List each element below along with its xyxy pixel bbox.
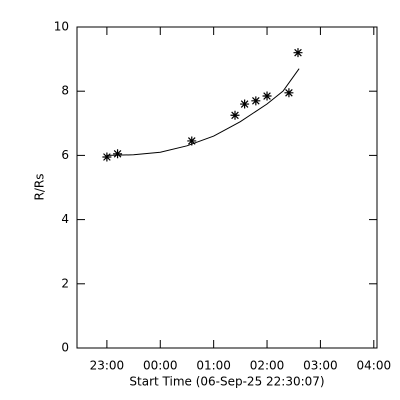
y-tick-label: 2	[61, 276, 69, 290]
y-tick-label: 4	[61, 212, 69, 226]
y-axis-label: R/Rs	[33, 174, 47, 201]
data-point	[251, 96, 261, 106]
plot-frame	[76, 26, 378, 349]
x-tick-label: 03:00	[303, 359, 338, 373]
data-point	[293, 48, 303, 58]
x-tick-label: 23:00	[90, 359, 125, 373]
data-point	[284, 88, 294, 98]
y-tick-label: 8	[61, 84, 69, 98]
x-axis-label: Start Time (06-Sep-25 22:30:07)	[129, 375, 324, 389]
data-point	[230, 110, 240, 120]
data-point	[262, 91, 272, 101]
x-tick-label: 04:00	[357, 359, 392, 373]
x-tick-label: 00:00	[143, 359, 178, 373]
y-tick-label: 10	[54, 20, 69, 34]
data-point	[187, 136, 197, 146]
data-point	[113, 149, 123, 159]
data-point	[240, 99, 250, 109]
y-tick-label: 6	[61, 148, 69, 162]
x-tick-label: 02:00	[250, 359, 285, 373]
x-tick-label: 01:00	[196, 359, 231, 373]
y-tick-label: 0	[61, 341, 69, 355]
fit-curve	[106, 68, 300, 156]
data-point	[102, 152, 112, 162]
